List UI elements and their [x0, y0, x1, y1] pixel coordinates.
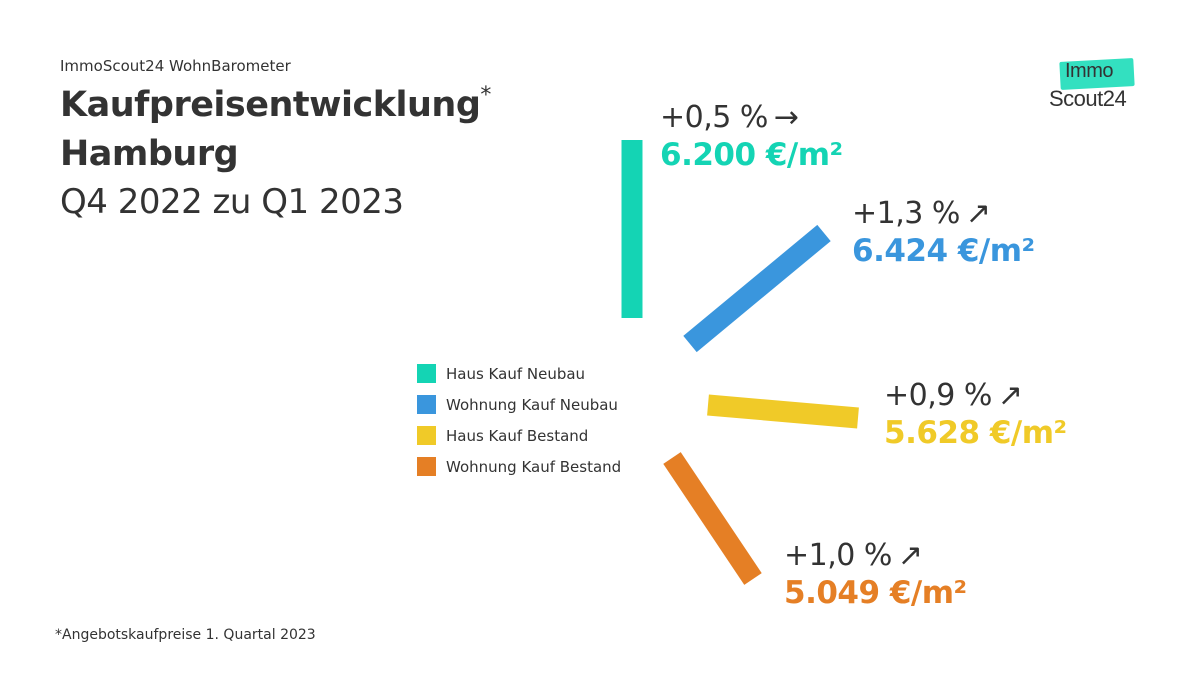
chart-title-text: Kaufpreisentwicklung	[60, 85, 481, 125]
legend-swatch	[417, 426, 436, 445]
chart-title-period: Q4 2022 zu Q1 2023	[60, 182, 404, 222]
change-value: +1,3 %	[852, 196, 960, 231]
legend-item: Wohnung Kauf Bestand	[417, 451, 621, 482]
data-label-wohnung-kauf-neubau: +1,3 % ↗ 6.424 €/m²	[852, 196, 1035, 269]
data-label-haus-kauf-bestand: +0,9 % ↗ 5.628 €/m²	[884, 378, 1067, 451]
arrow-right-icon: →	[773, 100, 799, 135]
arrow-up-right-icon: ↗	[997, 378, 1023, 413]
legend-swatch	[417, 364, 436, 383]
footnote-text: Angebotskaufpreise 1. Quartal 2023	[62, 627, 316, 643]
price-label: 6.424 €/m²	[852, 233, 1035, 269]
legend-label: Wohnung Kauf Neubau	[446, 395, 618, 414]
legend-label: Haus Kauf Bestand	[446, 426, 589, 445]
arrow-up-right-icon: ↗	[897, 538, 923, 573]
price-label: 5.628 €/m²	[884, 415, 1067, 451]
legend-swatch	[417, 395, 436, 414]
legend-item: Wohnung Kauf Neubau	[417, 389, 621, 420]
logo-scout-text: Scout24	[1049, 86, 1127, 111]
legend-label: Wohnung Kauf Bestand	[446, 457, 622, 476]
legend-item: Haus Kauf Bestand	[417, 420, 621, 451]
legend-item: Haus Kauf Neubau	[417, 358, 621, 389]
footnote-asterisk: *	[55, 627, 62, 643]
logo-immo-text: Immo	[1065, 60, 1114, 82]
footnote: *Angebotskaufpreise 1. Quartal 2023	[55, 627, 316, 643]
bar-wohnung-kauf-bestand	[663, 452, 762, 585]
supertitle: ImmoScout24 WohnBarometer	[60, 57, 291, 75]
immoscout24-logo: Immo Scout24	[1045, 58, 1145, 116]
change-value: +0,9 %	[884, 378, 992, 413]
change-label: +0,9 % ↗	[884, 378, 1067, 413]
price-label: 6.200 €/m²	[660, 137, 843, 173]
change-label: +1,3 % ↗	[852, 196, 1035, 231]
legend: Haus Kauf Neubau Wohnung Kauf Neubau Hau…	[417, 358, 621, 482]
chart-title: Kaufpreisentwicklung*	[60, 83, 491, 125]
data-label-haus-kauf-neubau: +0,5 % → 6.200 €/m²	[660, 100, 843, 173]
chart-title-city: Hamburg	[60, 134, 239, 174]
bar-haus-kauf-bestand	[707, 394, 859, 429]
legend-label: Haus Kauf Neubau	[446, 364, 586, 383]
change-value: +1,0 %	[784, 538, 892, 573]
change-value: +0,5 %	[660, 100, 768, 135]
change-label: +1,0 % ↗	[784, 538, 967, 573]
bar-wohnung-kauf-neubau	[683, 224, 831, 353]
legend-swatch	[417, 457, 436, 476]
arrow-up-right-icon: ↗	[965, 196, 991, 231]
change-label: +0,5 % →	[660, 100, 843, 135]
price-label: 5.049 €/m²	[784, 575, 967, 611]
title-asterisk: *	[480, 83, 491, 108]
data-label-wohnung-kauf-bestand: +1,0 % ↗ 5.049 €/m²	[784, 538, 967, 611]
